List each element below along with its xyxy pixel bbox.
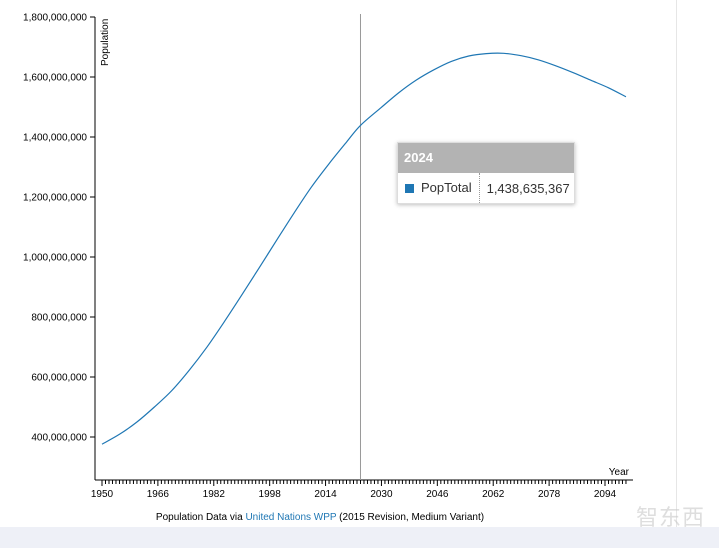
y-tick-label: 1,200,000,000 <box>23 193 87 204</box>
watermark-logo: 智东西 <box>635 506 705 531</box>
y-tick-label: 1,800,000,000 <box>23 13 87 24</box>
x-tick-label: 2094 <box>594 489 617 500</box>
source-prefix: Population Data via <box>155 512 246 523</box>
y-tick-label: 1,600,000,000 <box>23 73 87 84</box>
x-axis: 1950 1966 1982 1998 2014 2030 2046 2062 2078 2094 <box>91 479 633 500</box>
legend-swatch <box>405 183 414 193</box>
y-axis: 400,000,000 600,000,000 800,000,000 1,000,0… <box>23 13 96 480</box>
x-tick-label: 1982 <box>203 489 226 500</box>
x-axis-title: Year <box>609 467 630 478</box>
y-tick-label: 1,400,000,000 <box>23 133 87 144</box>
tooltip-row: PopTotal 1,438,635,367 <box>398 173 574 203</box>
x-tick-label: 1966 <box>147 489 170 500</box>
tooltip-value: 1,438,635,367 <box>486 180 570 196</box>
x-tick-label: 2014 <box>314 489 337 500</box>
y-tick-label: 400,000,000 <box>31 433 87 444</box>
bottom-bar <box>0 527 719 548</box>
source-suffix: (2015 Revision, Medium Variant) <box>336 512 485 523</box>
x-tick-label: 1950 <box>91 489 114 500</box>
tooltip-title: 2024 <box>398 143 574 173</box>
y-tick-label: 600,000,000 <box>31 373 87 384</box>
series-line-poptotal <box>101 52 627 445</box>
source-link[interactable]: United Nations WPP <box>245 512 337 523</box>
x-tick-label: 1998 <box>259 489 282 500</box>
panel-divider <box>676 0 677 527</box>
x-tick-label: 2078 <box>538 489 561 500</box>
source-note: Population Data via United Nations WPP (… <box>0 512 640 523</box>
y-axis-title: Population <box>100 19 111 66</box>
x-tick-label: 2046 <box>426 489 449 500</box>
tooltip-series-name: PopTotal <box>421 173 480 203</box>
y-tick-label: 1,000,000,000 <box>23 253 87 264</box>
x-tick-label: 2030 <box>370 489 393 500</box>
x-tick-label: 2062 <box>482 489 505 500</box>
hover-tooltip: 2024 PopTotal 1,438,635,367 <box>397 142 575 204</box>
y-tick-label: 800,000,000 <box>31 313 87 324</box>
